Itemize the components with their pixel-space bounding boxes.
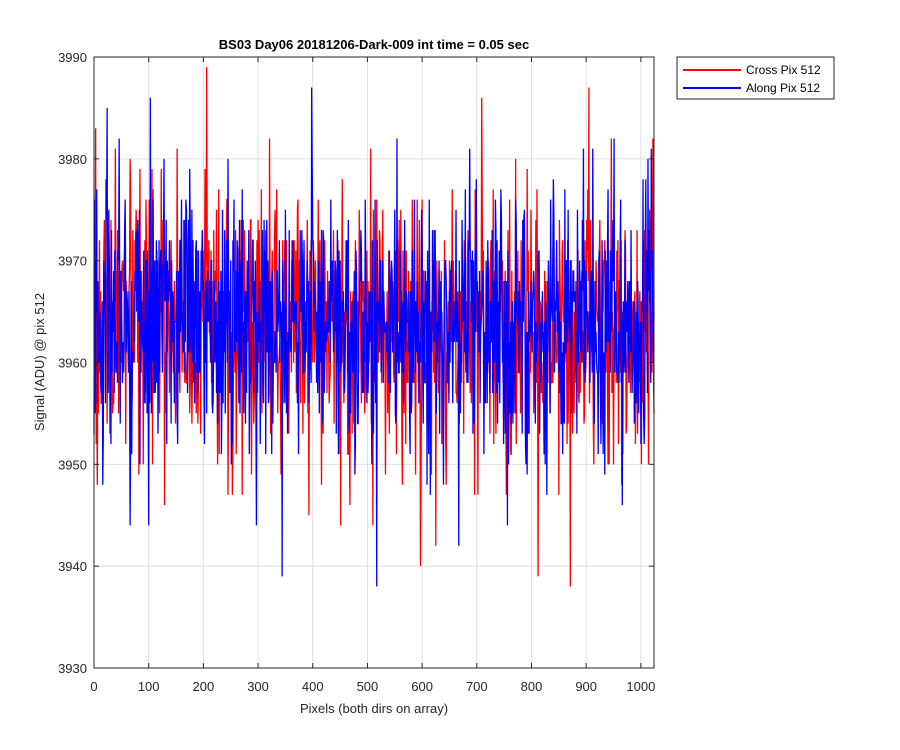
chart-title: BS03 Day06 20181206-Dark-009 int time = … (219, 37, 529, 52)
y-tick-label: 3980 (58, 152, 87, 167)
legend: Cross Pix 512 Along Pix 512 (676, 56, 835, 100)
y-tick-label: 3930 (58, 661, 87, 676)
y-tick-label: 3990 (58, 50, 87, 65)
legend-entry-along: Along Pix 512 (746, 81, 820, 95)
series-layer (93, 67, 655, 587)
y-tick-label: 3950 (58, 457, 87, 472)
x-axis-label: Pixels (both dirs on array) (300, 701, 448, 716)
legend-entry-cross: Cross Pix 512 (746, 63, 821, 77)
x-tick-label: 300 (247, 679, 269, 694)
series-line-along (93, 87, 655, 587)
x-tick-label: 800 (521, 679, 543, 694)
y-axis-label: Signal (ADU) @ pix 512 (32, 293, 47, 431)
y-tick-label: 3970 (58, 254, 87, 269)
x-tick-label: 500 (357, 679, 379, 694)
legend-box (676, 56, 835, 100)
x-tick-label: 400 (302, 679, 324, 694)
y-tick-label: 3940 (58, 559, 87, 574)
y-tick-label: 3960 (58, 356, 87, 371)
x-tick-label: 700 (466, 679, 488, 694)
x-tick-label: 100 (138, 679, 160, 694)
x-tick-label: 1000 (626, 679, 655, 694)
x-tick-label: 0 (90, 679, 97, 694)
ticks: 0 100 200 300 400 500 600 700 800 900 1000 3930 3940… (58, 50, 655, 694)
x-tick-label: 600 (411, 679, 433, 694)
x-tick-label: 200 (193, 679, 215, 694)
x-tick-label: 900 (575, 679, 597, 694)
